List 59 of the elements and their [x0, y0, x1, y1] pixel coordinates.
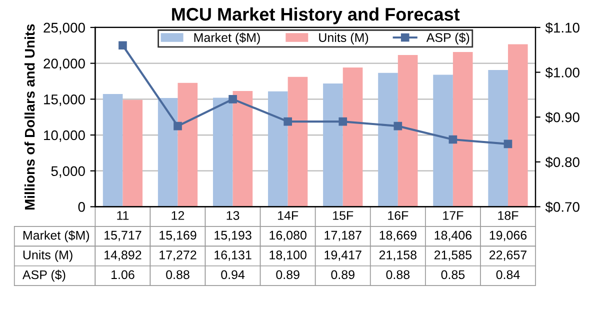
point — [394, 122, 402, 130]
y2-tick-label: $1.00 — [545, 67, 580, 78]
point — [228, 94, 237, 104]
data-label: 15,193 — [214, 230, 252, 242]
x-tick-label: 16F — [388, 211, 408, 220]
data-label: 16,131 — [214, 250, 252, 261]
y-tick-label: 5,000 — [51, 166, 85, 178]
y-tick-label: 10,000 — [44, 130, 85, 142]
text: ASP ($) — [22, 270, 66, 282]
x-tick-label: 12 — [172, 211, 184, 220]
data-label: 15,717 — [104, 230, 142, 242]
y2-tick-label: $0.70 — [545, 201, 580, 213]
y2-tick-label: $0.80 — [545, 156, 580, 168]
data-label: 18,100 — [270, 250, 306, 261]
x-tick-label: 11 — [117, 211, 129, 220]
point — [504, 140, 512, 148]
data-label: 0.89 — [331, 270, 354, 280]
y2-tick-label: $1.10 — [545, 22, 580, 34]
data-label: 0.88 — [166, 270, 190, 280]
text: Market ($M) — [23, 230, 90, 242]
data-label: 0.85 — [441, 270, 465, 280]
data-label: 16,080 — [270, 230, 306, 242]
data-label: 1.06 — [112, 270, 134, 280]
y2-tick-label: $0.90 — [545, 112, 580, 124]
y-tick-label: 0 — [78, 202, 85, 212]
data-label: 17,187 — [324, 230, 362, 242]
chart-title: MCU Market History and Forecast — [172, 7, 460, 24]
x-tick-label: 17F — [443, 211, 464, 220]
point — [118, 41, 127, 50]
data-label: 18,406 — [434, 230, 472, 242]
y-axis-title: Millions of Dollars and Units — [24, 24, 35, 210]
legend-label: Market ($M) — [194, 32, 260, 44]
data-label: 14,892 — [104, 250, 142, 261]
point — [338, 117, 348, 126]
data-label: 15,169 — [160, 230, 196, 242]
x-tick-label: 18F — [498, 211, 518, 220]
data-label: 0.94 — [221, 270, 245, 280]
data-label: 0.88 — [386, 270, 410, 280]
data-label: 19,417 — [324, 250, 362, 261]
legend-label: ASP ($) — [426, 32, 470, 44]
legend-label: Units (M) — [319, 32, 368, 44]
x-tick-label: 13 — [226, 211, 240, 220]
data-label: 21,585 — [434, 250, 472, 261]
point — [448, 135, 458, 144]
point — [174, 122, 182, 130]
y-tick-label: 15,000 — [44, 94, 85, 106]
data-label: 21,158 — [379, 250, 416, 261]
y-tick-label: 20,000 — [44, 58, 85, 70]
x-tick-label: 14F — [278, 211, 298, 220]
data-label: 0.84 — [496, 270, 520, 280]
data-label: 0.89 — [276, 270, 300, 280]
text: Units (M) — [23, 250, 72, 262]
data-label: 18,669 — [380, 230, 416, 242]
y-tick-label: 25,000 — [44, 22, 85, 34]
point — [284, 117, 292, 126]
x-tick-label: 15F — [333, 211, 354, 220]
data-label: 17,272 — [160, 250, 196, 261]
data-label: 19,066 — [490, 230, 527, 242]
data-label: 22,657 — [489, 250, 526, 261]
